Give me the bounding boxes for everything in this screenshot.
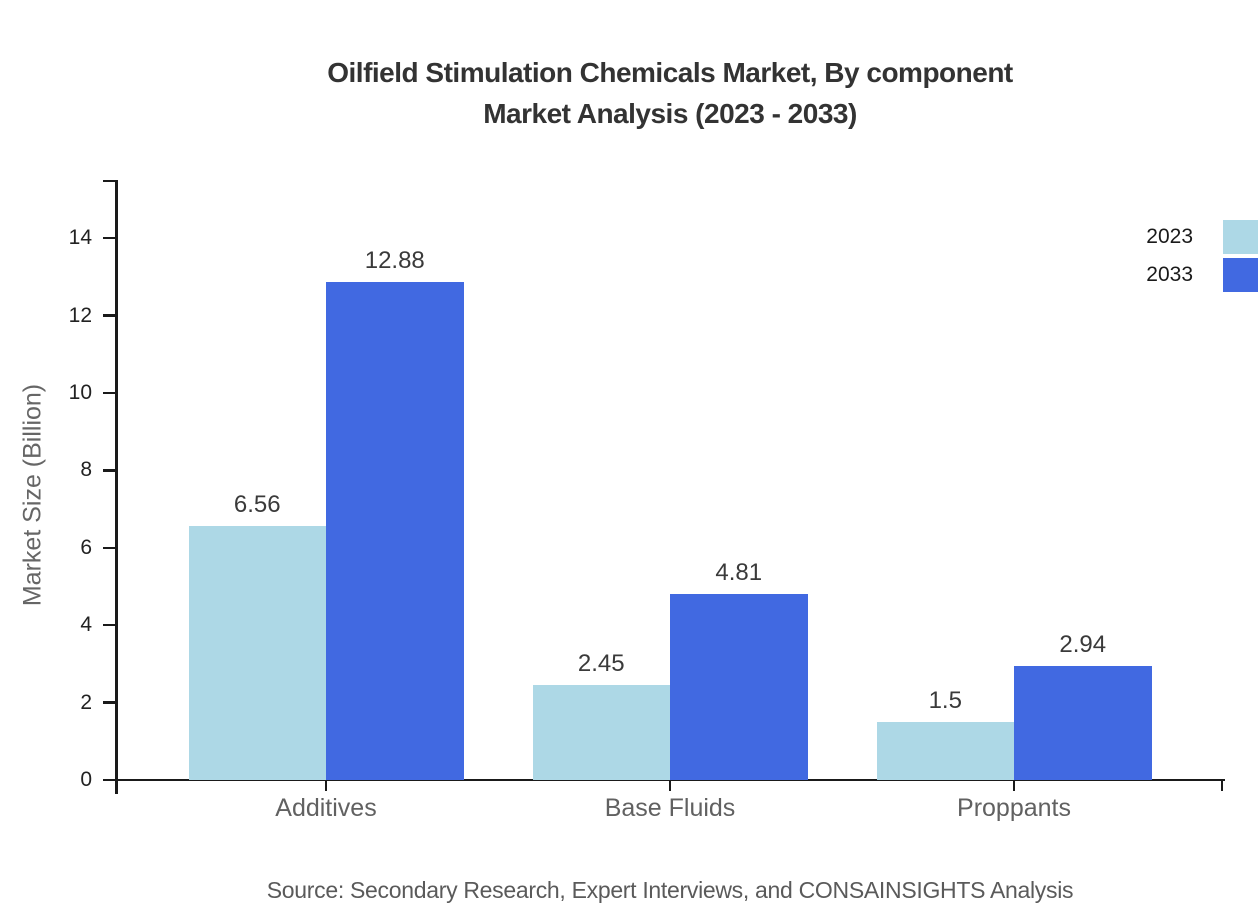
legend-item-2033: 2033 [1138,258,1258,292]
y-tick-label: 0 [80,768,92,791]
legend-swatch [1223,258,1258,292]
y-tick-label: 2 [80,690,92,714]
y-axis-line [115,181,118,794]
legend-label: 2023 [1146,225,1193,248]
y-tick [103,314,116,317]
x-tick [1012,780,1016,791]
legend-item-2023: 2023 [1138,220,1258,254]
y-tick-label: 14 [68,226,92,250]
bar-value-label: 12.88 [364,246,425,274]
x-axis-line [118,778,1225,782]
bar-value-label: 1.5 [928,686,962,714]
x-category-label: Base Fluids [604,794,736,822]
bar-2023-additives [188,526,326,780]
x-category-label: Additives [275,794,377,822]
y-tick [103,778,116,782]
y-tick [103,391,116,395]
chart-title: Oilfield Stimulation Chemicals Market, B… [118,52,1222,134]
y-tick-label: 6 [80,535,92,559]
bar-2023-proppants [876,721,1014,780]
chart-title-line2: Market Analysis (2023 - 2033) [483,98,857,129]
y-tick-label: 4 [80,613,92,637]
bar-2033-proppants [1014,666,1152,780]
source-note: Source: Secondary Research, Expert Inter… [266,877,1074,903]
y-tick [103,701,116,704]
y-axis-top-cap [103,179,118,183]
y-tick-label: 12 [68,303,92,327]
x-axis-right-cap [1220,780,1224,791]
x-category-label: Proppants [957,794,1071,822]
y-tick [103,623,116,627]
y-tick-label: 8 [80,458,92,482]
y-tick [103,236,116,240]
legend-swatch [1223,220,1258,254]
x-tick [668,780,672,791]
y-tick [103,469,116,472]
x-tick [324,780,328,791]
y-tick-label: 10 [68,381,92,404]
bar-value-label: 2.45 [577,650,625,678]
bar-value-label: 4.81 [715,558,763,586]
bar-2023-base-fluids [532,685,670,780]
y-tick [103,546,116,550]
bar-value-label: 6.56 [233,491,281,519]
bar-value-label: 2.94 [1059,631,1107,659]
chart-title-line1: Oilfield Stimulation Chemicals Market, B… [327,57,1013,88]
legend-label: 2033 [1146,263,1193,286]
bar-2033-base-fluids [670,593,808,780]
bar-2033-additives [326,281,464,780]
